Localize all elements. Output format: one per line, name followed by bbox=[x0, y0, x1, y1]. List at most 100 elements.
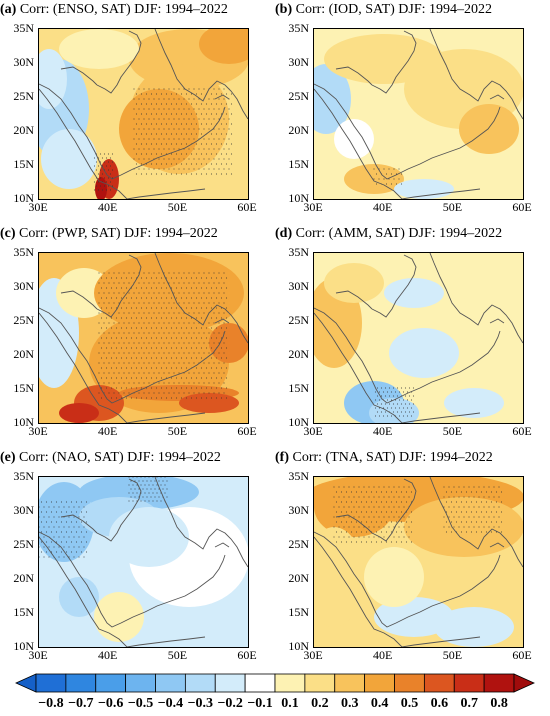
x-tick-label: 40E bbox=[363, 200, 403, 215]
panel-letter: (f) bbox=[275, 450, 289, 465]
panel-title: (c) Corr: (PWP, SAT) DJF: 1994–2022 bbox=[0, 226, 275, 242]
map-panel-b: (b) Corr: (IOD, SAT) DJF: 1994–2022 35N 30… bbox=[275, 2, 535, 214]
map-panel-a: (a) Corr: (ENSO, SAT) DJF: 1994–2022 35N 3… bbox=[0, 2, 260, 214]
x-tick-label: 50E bbox=[157, 200, 197, 215]
y-tick-label: 25N bbox=[279, 313, 309, 328]
x-tick-label: 30E bbox=[18, 424, 58, 439]
panel-letter: (a) bbox=[0, 2, 16, 17]
panel-letter: (b) bbox=[275, 2, 292, 17]
panel-title: (a) Corr: (ENSO, SAT) DJF: 1994–2022 bbox=[0, 2, 275, 18]
x-tick-label: 40E bbox=[88, 200, 128, 215]
x-tick-label: 30E bbox=[293, 648, 333, 663]
colorbar-left-arrow bbox=[16, 674, 36, 692]
correlation-map bbox=[38, 252, 249, 424]
x-tick-label: 50E bbox=[157, 424, 197, 439]
correlation-field bbox=[314, 477, 523, 647]
y-tick-label: 30N bbox=[4, 55, 34, 70]
correlation-map bbox=[313, 28, 524, 200]
y-tick-label: 15N bbox=[279, 157, 309, 172]
colorbar-bar bbox=[0, 672, 550, 694]
colorbar: −0.8 −0.7 −0.6 −0.5 −0.4 −0.3 −0.2 −0.1 0.1 0.2 0.… bbox=[0, 672, 550, 716]
y-tick-label: 30N bbox=[4, 503, 34, 518]
x-tick-label: 40E bbox=[88, 648, 128, 663]
x-tick-label: 30E bbox=[18, 648, 58, 663]
correlation-map bbox=[313, 476, 524, 648]
y-tick-label: 35N bbox=[4, 21, 34, 36]
y-tick-label: 25N bbox=[4, 537, 34, 552]
colorbar-swatch bbox=[424, 674, 454, 692]
colorbar-tick-label: 0.8 bbox=[481, 696, 517, 712]
y-tick-label: 15N bbox=[4, 157, 34, 172]
panel-title-text: Corr: (PWP, SAT) DJF: 1994–2022 bbox=[19, 226, 218, 241]
correlation-map bbox=[38, 28, 249, 200]
colorbar-swatch bbox=[454, 674, 484, 692]
y-tick-label: 20N bbox=[4, 123, 34, 138]
y-tick-label: 35N bbox=[4, 469, 34, 484]
colorbar-swatch bbox=[36, 674, 66, 692]
x-tick-label: 60E bbox=[227, 200, 267, 215]
y-tick-label: 35N bbox=[279, 21, 309, 36]
colorbar-swatch bbox=[66, 674, 96, 692]
x-tick-label: 60E bbox=[227, 648, 267, 663]
y-tick-label: 20N bbox=[279, 571, 309, 586]
x-tick-label: 50E bbox=[432, 648, 472, 663]
x-tick-label: 60E bbox=[227, 424, 267, 439]
map-panel-d: (d) Corr: (AMM, SAT) DJF: 1994–2022 35N 30… bbox=[275, 226, 535, 438]
colorbar-swatch bbox=[335, 674, 365, 692]
x-tick-label: 30E bbox=[293, 424, 333, 439]
y-tick-label: 35N bbox=[279, 245, 309, 260]
colorbar-right-arrow bbox=[514, 674, 534, 692]
y-tick-label: 20N bbox=[279, 347, 309, 362]
y-tick-label: 20N bbox=[4, 347, 34, 362]
y-tick-label: 25N bbox=[4, 89, 34, 104]
x-tick-label: 50E bbox=[157, 648, 197, 663]
colorbar-swatch bbox=[215, 674, 245, 692]
map-panel-c: (c) Corr: (PWP, SAT) DJF: 1994–2022 35N 30… bbox=[0, 226, 260, 438]
colorbar-swatch bbox=[275, 674, 305, 692]
map-panel-f: (f) Corr: (TNA, SAT) DJF: 1994–2022 35N 30… bbox=[275, 450, 535, 662]
x-tick-label: 50E bbox=[432, 424, 472, 439]
map-panel-e: (e) Corr: (NAO, SAT) DJF: 1994–2022 35N 30… bbox=[0, 450, 260, 662]
colorbar-swatch bbox=[484, 674, 514, 692]
x-tick-label: 40E bbox=[88, 424, 128, 439]
y-tick-label: 15N bbox=[4, 605, 34, 620]
colorbar-swatch bbox=[156, 674, 186, 692]
x-tick-label: 40E bbox=[363, 424, 403, 439]
correlation-field bbox=[39, 29, 248, 199]
panel-title-text: Corr: (ENSO, SAT) DJF: 1994–2022 bbox=[20, 2, 228, 17]
colorbar-swatch bbox=[185, 674, 215, 692]
x-tick-label: 30E bbox=[293, 200, 333, 215]
y-tick-label: 20N bbox=[4, 571, 34, 586]
panel-letter: (e) bbox=[0, 450, 16, 465]
correlation-field bbox=[314, 253, 523, 423]
correlation-field bbox=[314, 29, 523, 199]
y-tick-label: 30N bbox=[279, 279, 309, 294]
panel-title-text: Corr: (IOD, SAT) DJF: 1994–2022 bbox=[296, 2, 492, 17]
colorbar-swatch bbox=[395, 674, 425, 692]
y-tick-label: 30N bbox=[279, 55, 309, 70]
correlation-map bbox=[38, 476, 249, 648]
y-tick-label: 25N bbox=[279, 89, 309, 104]
x-tick-label: 40E bbox=[363, 648, 403, 663]
panel-title-text: Corr: (NAO, SAT) DJF: 1994–2022 bbox=[19, 450, 221, 465]
panel-letter: (d) bbox=[275, 226, 292, 241]
y-tick-label: 25N bbox=[279, 537, 309, 552]
y-tick-label: 15N bbox=[279, 381, 309, 396]
y-tick-label: 15N bbox=[4, 381, 34, 396]
y-tick-label: 35N bbox=[279, 469, 309, 484]
panel-letter: (c) bbox=[0, 226, 16, 241]
x-tick-label: 30E bbox=[18, 200, 58, 215]
y-tick-label: 15N bbox=[279, 605, 309, 620]
y-tick-label: 35N bbox=[4, 245, 34, 260]
y-tick-label: 30N bbox=[4, 279, 34, 294]
panel-title: (d) Corr: (AMM, SAT) DJF: 1994–2022 bbox=[275, 226, 550, 242]
x-tick-label: 50E bbox=[432, 200, 472, 215]
colorbar-swatch bbox=[305, 674, 335, 692]
correlation-field bbox=[39, 477, 248, 647]
correlation-map bbox=[313, 252, 524, 424]
colorbar-swatch bbox=[126, 674, 156, 692]
y-tick-label: 20N bbox=[279, 123, 309, 138]
colorbar-swatch bbox=[96, 674, 126, 692]
panel-title: (b) Corr: (IOD, SAT) DJF: 1994–2022 bbox=[275, 2, 550, 18]
y-tick-label: 30N bbox=[279, 503, 309, 518]
